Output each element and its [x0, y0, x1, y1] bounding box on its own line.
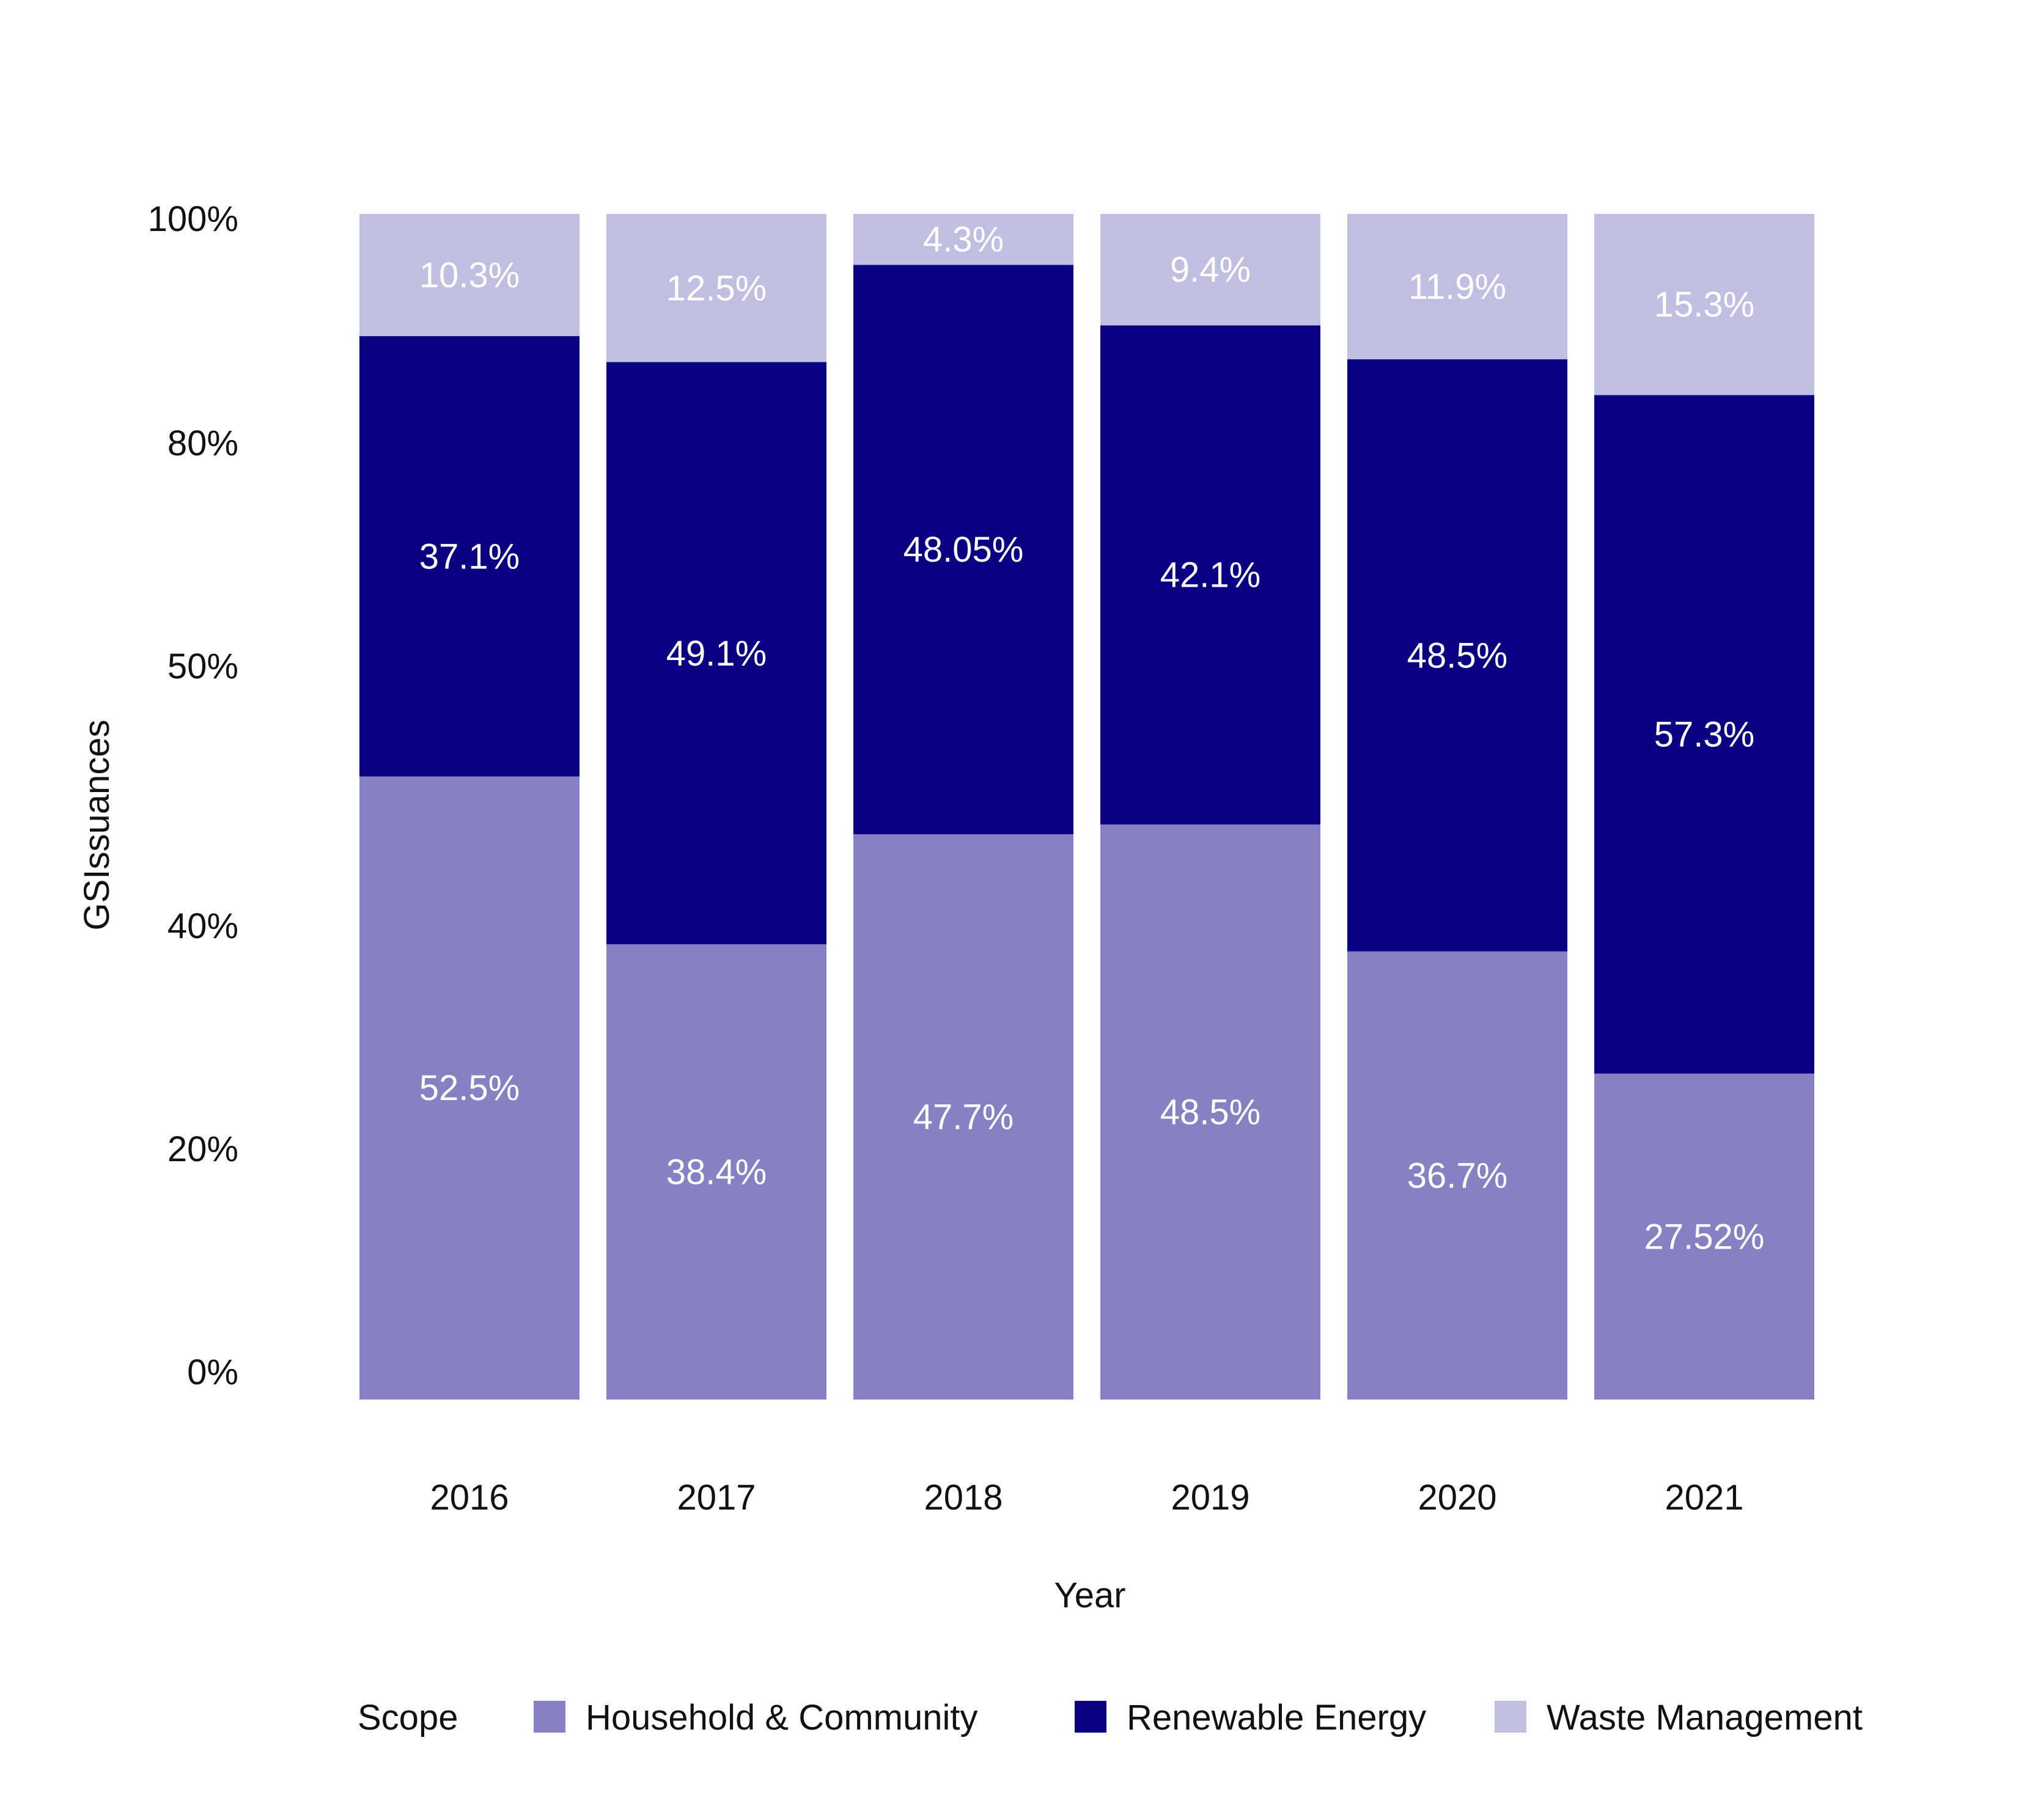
data-label: 36.7% — [1407, 1156, 1507, 1195]
legend-swatch — [534, 1701, 565, 1733]
bars: 52.5% 37.1% 10.3% 38.4% 49.1% 12.5% 47.7% 48.05… — [359, 214, 1814, 1400]
legend-label: Household & Community — [586, 1698, 978, 1737]
data-label: 15.3% — [1654, 285, 1754, 325]
data-label: 10.3% — [419, 255, 520, 295]
y-tick-label: 80% — [167, 424, 238, 463]
data-label: 4.3% — [923, 220, 1004, 260]
y-tick-label: 20% — [167, 1129, 238, 1169]
x-axis-ticks: 2016 2017 2018 2019 2020 2021 — [430, 1478, 1743, 1517]
data-label: 47.7% — [913, 1098, 1014, 1137]
x-tick-label: 2020 — [1418, 1478, 1496, 1517]
data-label: 38.4% — [666, 1153, 767, 1192]
y-tick-label: 0% — [187, 1352, 238, 1392]
data-label: 27.52% — [1644, 1217, 1765, 1257]
bar-segment — [606, 362, 826, 945]
x-tick-label: 2017 — [677, 1478, 756, 1517]
data-label: 57.3% — [1654, 715, 1754, 755]
bar-segment — [853, 265, 1073, 835]
bar-segment — [1594, 1073, 1814, 1400]
legend-label: Renewable Energy — [1127, 1698, 1426, 1737]
bar-segment — [1347, 951, 1567, 1400]
data-label: 12.5% — [666, 268, 767, 308]
bar-segment — [1100, 325, 1320, 825]
y-tick-label: 50% — [167, 647, 238, 686]
y-axis-title: GSIssuances — [77, 720, 117, 931]
bar-segment — [853, 834, 1073, 1400]
legend-title: Scope — [358, 1698, 458, 1737]
bar-segment — [853, 214, 1073, 265]
data-label: 48.5% — [1160, 1093, 1260, 1132]
bar-segment — [606, 944, 826, 1400]
legend-label: Waste Management — [1547, 1698, 1863, 1737]
y-axis-ticks: 0% 20% 40% 50% 80% 100% — [148, 199, 238, 1392]
bar-segment — [359, 336, 580, 777]
bar-segment — [1594, 395, 1814, 1074]
data-label: 37.1% — [419, 537, 520, 576]
data-label: 52.5% — [419, 1068, 520, 1108]
x-tick-label: 2019 — [1171, 1478, 1249, 1517]
x-axis-title: Year — [1054, 1576, 1125, 1615]
bar-segment — [359, 776, 580, 1400]
bar-segment — [606, 214, 826, 362]
x-tick-label: 2021 — [1665, 1478, 1743, 1517]
y-tick-label: 100% — [148, 199, 238, 239]
legend: Scope Household & Community Renewable Ene… — [358, 1698, 1863, 1737]
legend-swatch — [1495, 1701, 1526, 1733]
data-label: 9.4% — [1170, 250, 1251, 290]
bar-segment — [1594, 214, 1814, 395]
x-tick-label: 2016 — [430, 1478, 509, 1517]
bar-segment — [1347, 359, 1567, 952]
bar-segment — [1100, 214, 1320, 326]
data-label: 11.9% — [1408, 267, 1506, 307]
bar-segment — [1100, 824, 1320, 1400]
data-label: 48.05% — [903, 530, 1024, 570]
bar-segment — [359, 214, 580, 337]
data-label: 42.1% — [1160, 556, 1260, 595]
data-label: 49.1% — [666, 634, 767, 673]
data-label: 48.5% — [1407, 636, 1507, 675]
y-tick-label: 40% — [167, 906, 238, 946]
legend-swatch — [1075, 1701, 1106, 1733]
bar-segment — [1347, 214, 1567, 359]
x-tick-label: 2018 — [924, 1478, 1003, 1517]
